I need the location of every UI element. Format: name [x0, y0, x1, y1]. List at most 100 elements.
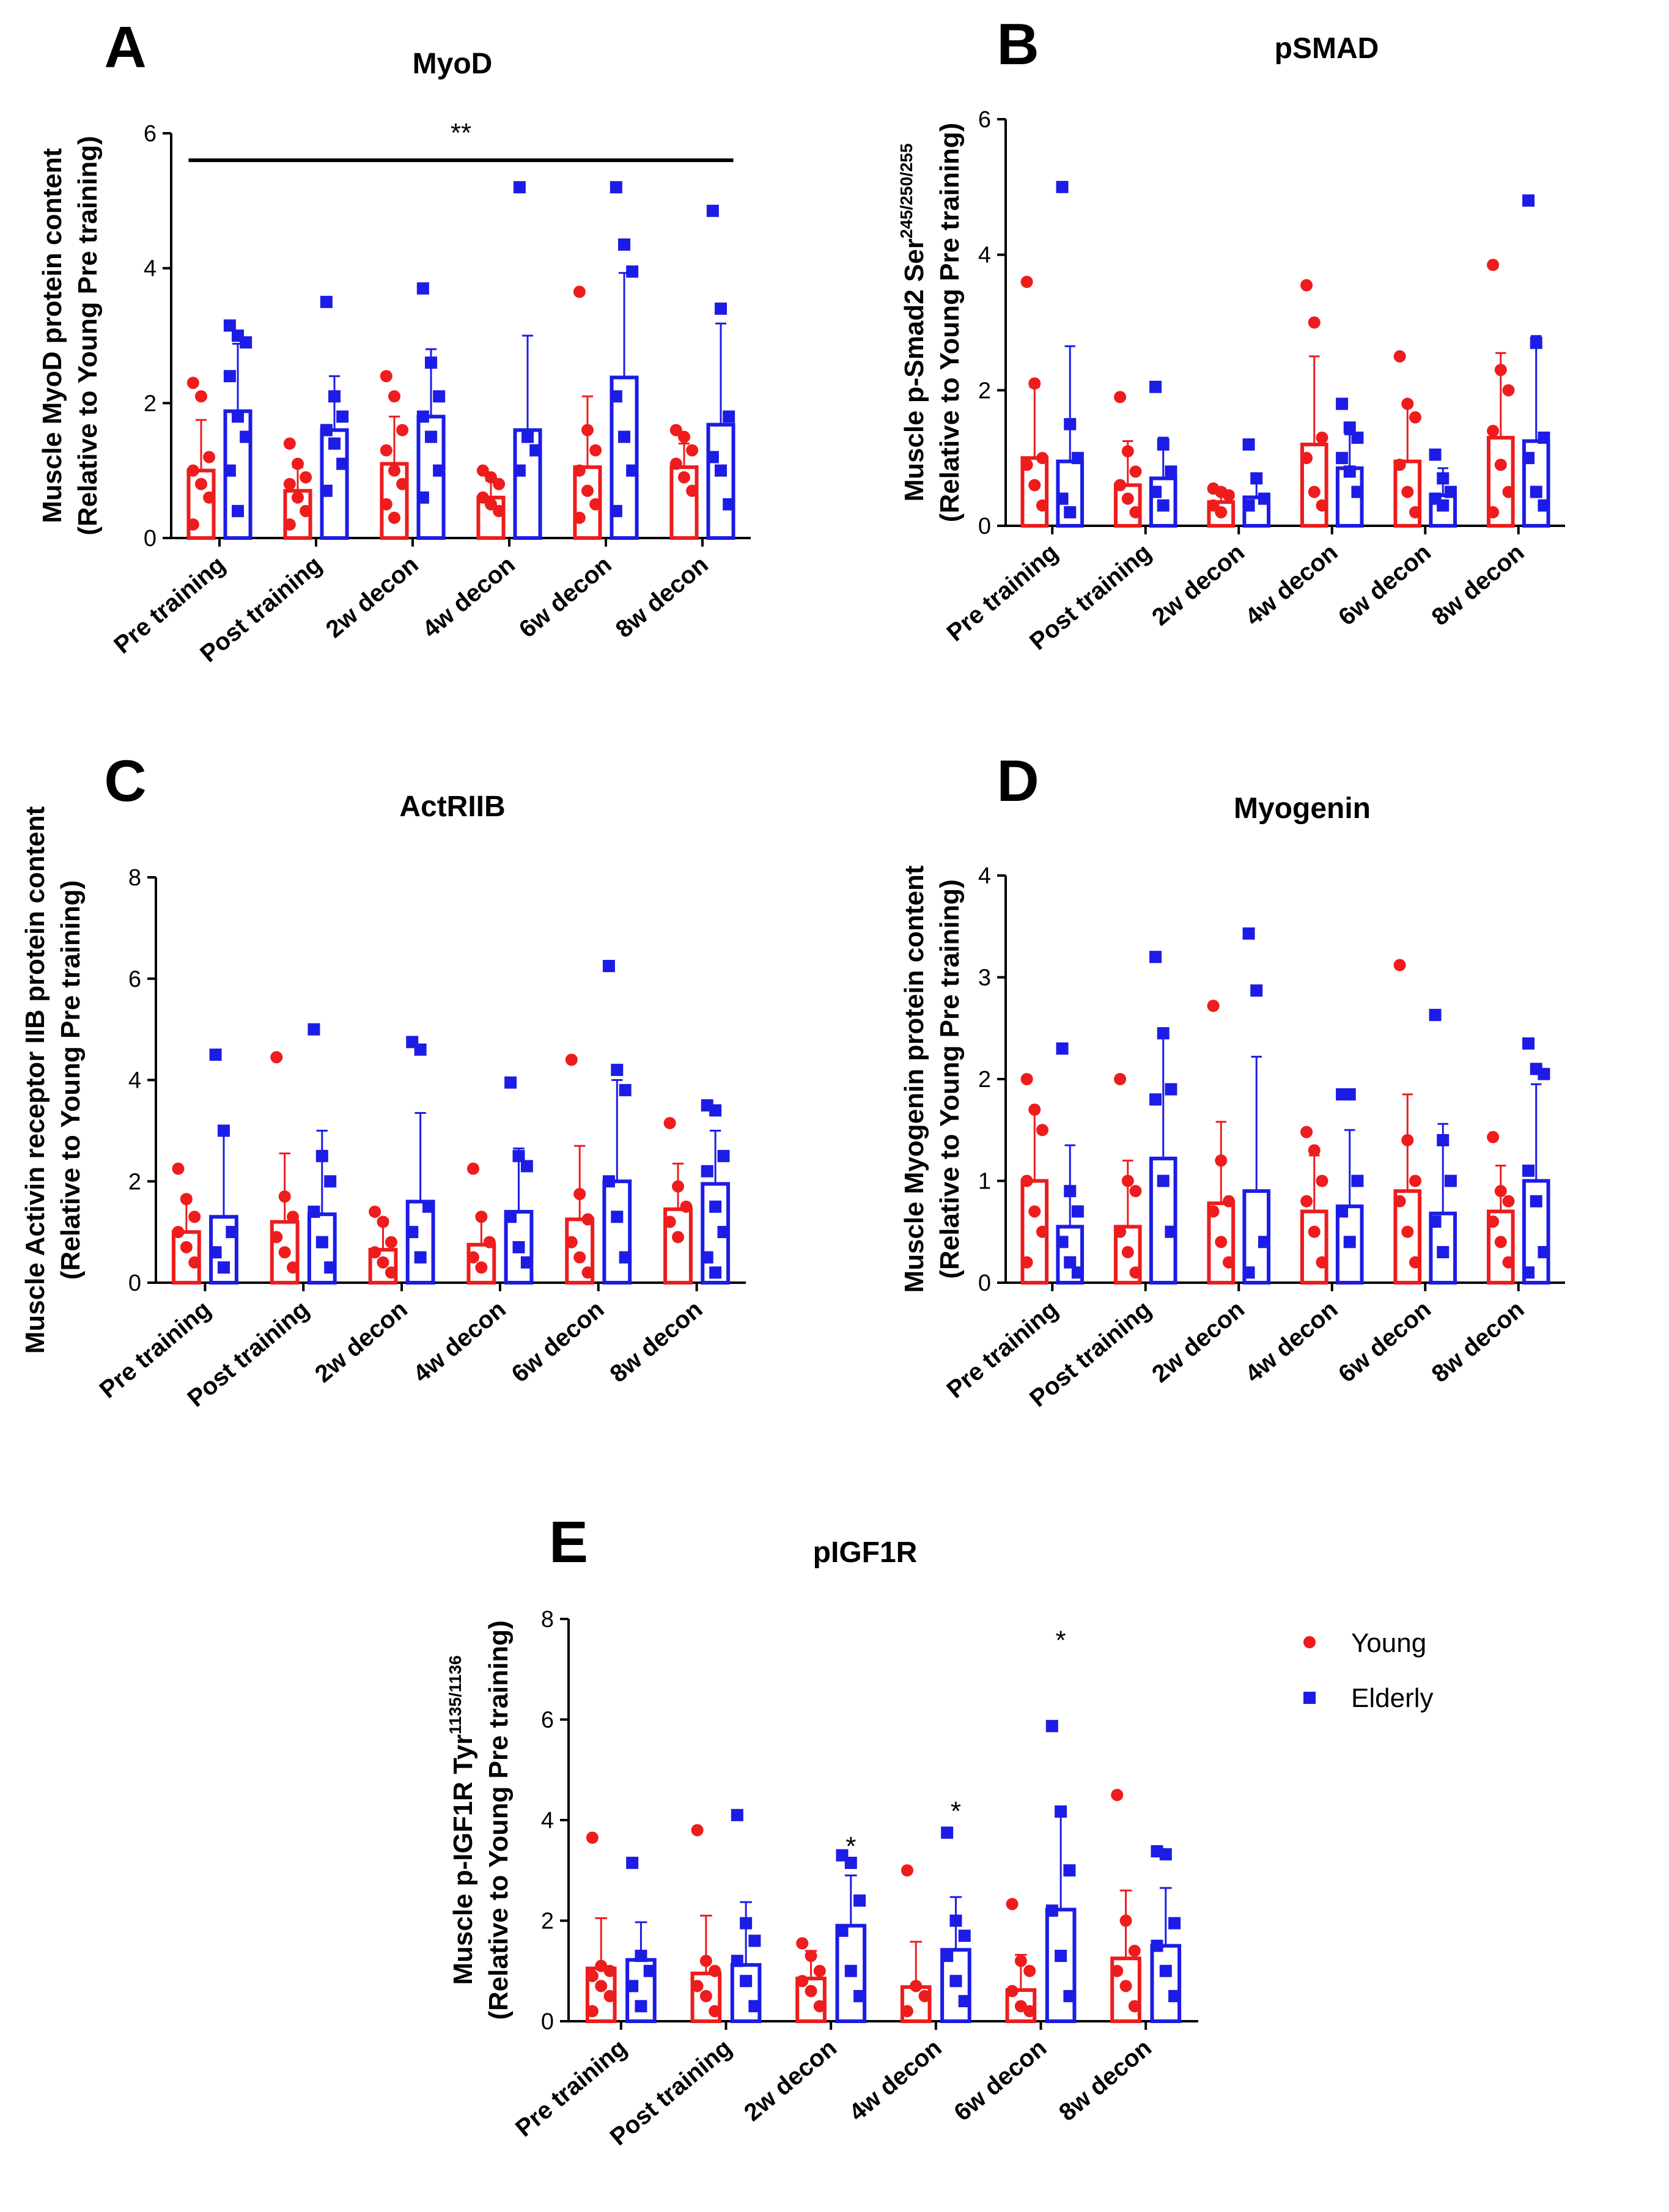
bar-young: [1300, 1209, 1328, 1285]
panel-letter: C: [104, 748, 146, 814]
data-point-elderly: [709, 1200, 722, 1213]
y-tick-label: 1: [978, 1169, 991, 1195]
data-point-young: [565, 1053, 578, 1066]
data-point-elderly: [602, 1175, 615, 1188]
data-point-young: [1393, 350, 1406, 363]
data-point-elderly: [941, 1950, 954, 1963]
data-point-elderly: [1149, 380, 1162, 393]
data-point-young: [1121, 1246, 1134, 1259]
data-point-elderly: [320, 484, 333, 497]
data-point-elderly: [1437, 1134, 1450, 1146]
data-point-young: [475, 1261, 488, 1274]
data-point-young: [291, 457, 304, 470]
data-point-young: [1487, 424, 1500, 437]
y-tick-label: 6: [978, 107, 991, 133]
data-point-elderly: [1444, 485, 1457, 498]
data-point-elderly: [324, 1261, 337, 1274]
data-point-young: [278, 1246, 291, 1259]
data-point-elderly: [844, 1856, 857, 1869]
data-point-elderly: [1258, 492, 1270, 505]
data-point-elderly: [717, 1226, 730, 1239]
data-point-elderly: [1444, 1174, 1457, 1187]
data-point-young: [188, 1256, 201, 1269]
data-point-young: [1487, 1215, 1500, 1228]
data-point-young: [1494, 459, 1507, 471]
data-point-young: [1401, 1134, 1414, 1146]
data-point-young: [300, 471, 312, 484]
data-point-young: [377, 1256, 389, 1269]
data-point-young: [194, 390, 207, 403]
data-point-young: [270, 1051, 283, 1064]
data-point-young: [1215, 1154, 1228, 1167]
panel-letter: A: [104, 15, 146, 80]
data-point-elderly: [1437, 472, 1450, 485]
data-point-elderly: [740, 1917, 753, 1930]
data-point-young: [396, 424, 409, 437]
data-point-young: [565, 1236, 578, 1248]
y-axis-label: (Relative to Young Pre training): [56, 880, 86, 1280]
data-point-young: [663, 1116, 676, 1129]
data-point-young: [691, 1980, 704, 1993]
legend: Young Elderly: [1303, 1628, 1434, 1713]
data-point-young: [573, 511, 586, 524]
data-point-young: [180, 1193, 193, 1206]
data-point-elderly: [223, 464, 236, 477]
data-point-elderly: [1351, 431, 1364, 444]
x-tick-label: 8w decon: [605, 1296, 707, 1388]
data-point-elderly: [723, 410, 735, 423]
data-point-young: [1121, 1174, 1134, 1187]
data-point-elderly: [1064, 1256, 1077, 1269]
data-point-young: [203, 491, 216, 504]
panel-title: pIGF1R: [813, 1536, 918, 1569]
data-point-young: [581, 1266, 594, 1279]
data-point-elderly: [209, 1246, 222, 1259]
bar-elderly: [730, 1963, 762, 2023]
data-point-young: [1409, 506, 1421, 518]
data-point-elderly: [1258, 1236, 1270, 1248]
data-point-young: [672, 1231, 685, 1244]
data-point-elderly: [320, 295, 333, 308]
data-point-elderly: [1064, 418, 1077, 430]
data-point-young: [1119, 1914, 1132, 1927]
data-point-young: [1036, 1124, 1048, 1137]
data-point-elderly: [643, 1964, 656, 1977]
data-point-young: [1393, 959, 1406, 971]
data-point-young: [1028, 479, 1041, 492]
data-point-young: [573, 464, 586, 477]
data-point-young: [380, 370, 392, 383]
data-point-elderly: [1429, 1215, 1442, 1228]
y-axis-label: (Relative to Young Pre training): [484, 1620, 514, 2020]
data-point-young: [1129, 506, 1142, 518]
x-tick-label: 8w decon: [1054, 2034, 1157, 2126]
data-point-young: [1114, 479, 1127, 492]
y-axis-label: Muscle MyoD protein content: [37, 148, 67, 523]
data-point-young: [1502, 384, 1515, 397]
x-tick-label: 2w decon: [1147, 1296, 1250, 1388]
data-point-young: [573, 1187, 586, 1200]
x-tick-label: 2w decon: [1147, 539, 1250, 631]
data-point-elderly: [1149, 1093, 1162, 1106]
data-point-elderly: [635, 2000, 647, 2013]
bar-elderly: [405, 1200, 435, 1285]
data-point-young: [586, 1969, 599, 1982]
data-point-young: [291, 491, 304, 504]
data-point-elderly: [232, 410, 245, 423]
data-point-young: [586, 2005, 599, 2018]
panel-letter: B: [997, 12, 1039, 77]
data-point-young: [918, 1989, 931, 2002]
significance-star: *: [1056, 1625, 1066, 1655]
data-point-young: [1215, 1236, 1228, 1248]
y-tick-label: 2: [978, 378, 991, 404]
data-point-young: [796, 1937, 809, 1950]
data-point-elderly: [1165, 1225, 1177, 1238]
data-point-young: [283, 518, 296, 531]
data-point-young: [672, 1180, 685, 1193]
data-point-elderly: [635, 1950, 647, 1963]
data-point-elderly: [240, 430, 252, 443]
data-point-young: [369, 1205, 381, 1218]
data-point-young: [1300, 452, 1313, 465]
data-point-elderly: [1250, 472, 1263, 485]
x-tick-label: 8w decon: [1427, 539, 1530, 631]
data-point-young: [813, 2000, 826, 2013]
data-point-elderly: [626, 464, 639, 477]
